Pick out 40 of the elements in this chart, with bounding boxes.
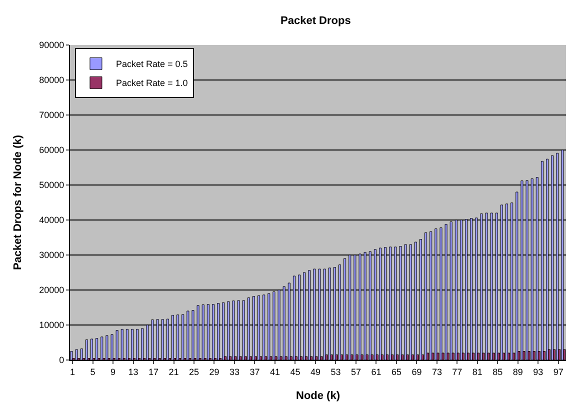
x-tick-label: 49 [310,366,320,377]
x-tick-label: 89 [512,366,523,377]
x-tick-label: 45 [290,366,300,377]
x-tick-label: 77 [452,366,462,377]
x-tick-label: 97 [553,366,564,377]
legend-label: Packet Rate = 1.0 [116,78,188,88]
x-tick-label: 5 [90,366,96,377]
x-tick-label: 29 [209,366,220,377]
y-tick-label: 20000 [39,285,64,296]
chart-title: Packet Drops [280,15,351,28]
y-tick-label: 40000 [39,215,64,226]
x-tick-label: 21 [168,366,179,377]
y-tick-label: 50000 [39,180,64,190]
x-tick-label: 93 [533,366,544,377]
x-tick-label: 85 [492,366,503,377]
y-tick-label: 10000 [39,320,64,330]
x-tick-label: 61 [371,366,382,377]
x-tick-label: 65 [391,366,402,377]
x-tick-label: 17 [148,366,159,377]
x-tick-label: 25 [188,366,200,377]
y-tick-label: 30000 [39,250,64,260]
y-tick-label: 60000 [39,145,64,156]
y-tick-label: 0 [59,355,64,366]
x-tick-label: 57 [350,366,361,377]
y-tick-label: 80000 [39,75,64,86]
x-tick-label: 53 [330,366,341,377]
x-tick-label: 73 [432,366,442,377]
x-tick-label: 37 [250,366,260,377]
y-axis-title: Packet Drops for Node (k) [12,134,24,270]
x-tick-label: 41 [270,366,280,377]
x-tick-label: 1 [70,366,76,377]
legend-label: Packet Rate = 0.5 [116,59,188,70]
x-tick-label: 13 [128,366,138,377]
x-tick-label: 9 [110,366,116,377]
x-axis-title: Node (k) [296,390,340,402]
x-tick-label: 81 [472,366,482,377]
y-tick-label: 70000 [39,110,64,120]
x-tick-label: 69 [412,366,422,377]
x-tick-label: 33 [229,366,240,377]
y-tick-label: 90000 [39,40,64,50]
